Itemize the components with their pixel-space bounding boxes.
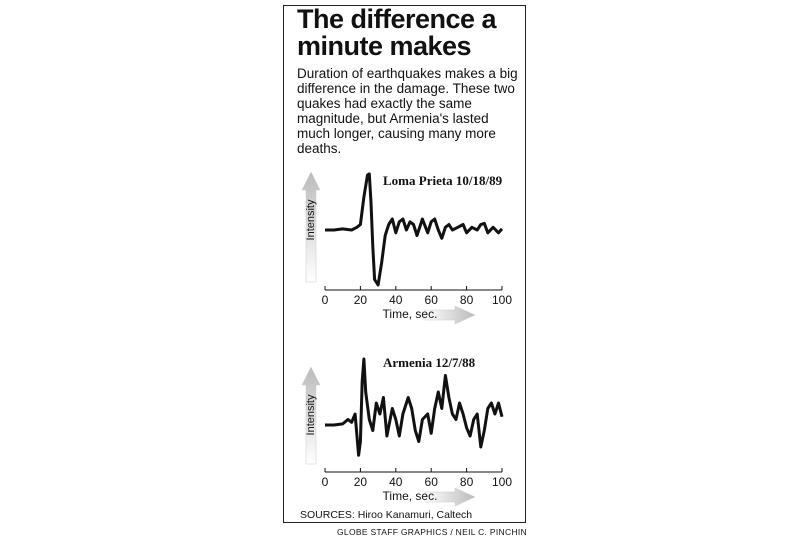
- x-tick-label: 0: [322, 293, 329, 307]
- x-tick-label: 60: [425, 475, 439, 489]
- title: The difference a minute makes: [297, 4, 497, 61]
- y-arrow: [301, 366, 321, 465]
- x-tick-label: 20: [354, 293, 368, 307]
- x-tick-label: 80: [460, 475, 474, 489]
- chart-title: Loma Prieta 10/18/89: [383, 173, 503, 188]
- y-arrow: [301, 171, 321, 283]
- x-tick-label: 40: [389, 293, 403, 307]
- x-tick-label: 20: [354, 475, 368, 489]
- y-axis-label: Intensity: [305, 199, 317, 240]
- x-tick-label: 0: [322, 475, 329, 489]
- panel-border: [283, 5, 526, 523]
- x-tick-label: 60: [425, 293, 439, 307]
- x-arrow: [424, 487, 476, 507]
- chart-title: Armenia 12/7/88: [383, 355, 476, 370]
- trace-line: [325, 172, 504, 287]
- trace-line: [325, 357, 504, 457]
- x-tick-label: 100: [492, 293, 512, 307]
- x-axis-label: Time, sec.: [383, 489, 438, 503]
- x-tick-label: 100: [492, 475, 512, 489]
- x-axis-label: Time, sec.: [383, 307, 438, 321]
- sources: SOURCES: Hiroo Kanamuri, Caltech: [300, 509, 473, 521]
- y-axis-label: Intensity: [305, 394, 317, 435]
- x-tick-label: 40: [389, 475, 403, 489]
- description: Duration of earthquakes makes a big diff…: [297, 66, 518, 156]
- x-arrow: [424, 305, 476, 325]
- x-tick-label: 80: [460, 293, 474, 307]
- credit: GLOBE STAFF GRAPHICS / NEIL C. PINCHIN: [337, 527, 527, 537]
